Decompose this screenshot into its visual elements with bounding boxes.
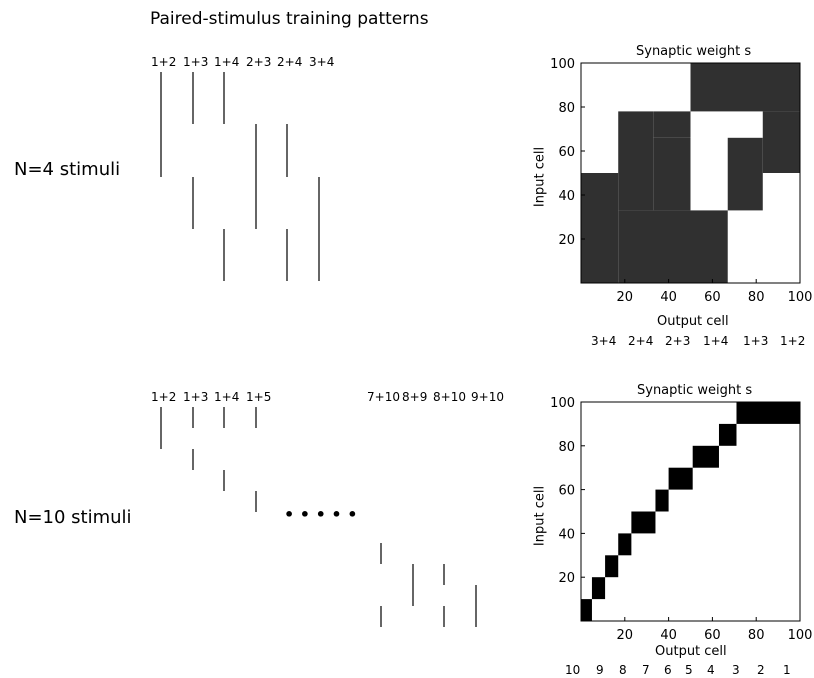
weight-block	[605, 555, 619, 578]
output-stim-label: 6	[664, 663, 672, 677]
y-tick-label: 100	[550, 396, 575, 411]
weight-block	[631, 511, 656, 534]
top-pair-label: 1+3	[183, 55, 209, 69]
output-stim-label: 4	[707, 663, 715, 677]
output-stim-label: 9	[596, 663, 604, 677]
weight-block	[653, 111, 691, 138]
weight-block	[690, 63, 800, 112]
x-tick-label: 80	[748, 628, 765, 643]
y-tick-label: 60	[558, 484, 575, 499]
y-tick-label: 40	[558, 527, 575, 542]
bottom-pair-label: 7+10	[367, 390, 400, 404]
ellipsis-dots: • • • • •	[284, 505, 358, 524]
output-pair-label: 1+2	[780, 334, 806, 348]
bottom-pair-label: 9+10	[471, 390, 504, 404]
y-tick-label: 20	[558, 571, 575, 586]
output-stim-label: 7	[642, 663, 650, 677]
weight-block	[690, 210, 728, 283]
output-stim-label: 1	[783, 663, 791, 677]
weight-block	[718, 423, 737, 446]
x-tick-label: 40	[660, 290, 677, 305]
heatmap-background	[581, 402, 800, 621]
bottom-pair-label: 8+9	[402, 390, 428, 404]
output-stim-label: 5	[685, 663, 693, 677]
weight-block	[736, 402, 800, 424]
y-tick-label: 80	[558, 440, 575, 455]
x-tick-label: 100	[788, 290, 813, 305]
output-pair-label: 1+4	[703, 334, 729, 348]
weight-block	[618, 210, 691, 283]
bottom-pair-label: 1+4	[214, 390, 240, 404]
top-xlabel: Output cell	[657, 314, 729, 329]
top-pair-label: 2+4	[277, 55, 303, 69]
y-tick-label: 80	[558, 101, 575, 116]
weight-block	[618, 111, 654, 211]
weight-block	[581, 599, 592, 621]
weight-block	[668, 467, 693, 490]
weight-block	[581, 173, 619, 283]
x-tick-label: 20	[617, 290, 634, 305]
y-tick-label: 40	[558, 189, 575, 204]
top-condition-label: N=4 stimuli	[14, 159, 121, 180]
bottom-pattern-lines	[160, 407, 477, 627]
top-matrix-title: Synaptic weight s	[636, 44, 752, 59]
bottom-pair-label: 1+3	[183, 390, 209, 404]
x-tick-label: 40	[660, 628, 677, 643]
weight-block	[591, 577, 606, 600]
figure-title: Paired-stimulus training patterns	[150, 9, 429, 29]
output-stim-label: 8	[619, 663, 627, 677]
output-pair-label: 2+4	[628, 334, 654, 348]
output-stim-label: 2	[757, 663, 765, 677]
output-pair-label: 2+3	[665, 334, 691, 348]
heatmap-frame	[580, 62, 801, 284]
weight-block	[655, 489, 669, 512]
top-pair-label: 2+3	[246, 55, 272, 69]
output-pair-label: 3+4	[591, 334, 617, 348]
bottom-condition-label: N=10 stimuli	[14, 507, 132, 528]
bottom-pair-label: 1+2	[151, 390, 177, 404]
x-tick-label: 20	[617, 628, 634, 643]
weight-block	[727, 137, 763, 211]
y-tick-label: 60	[558, 145, 575, 160]
weight-block	[762, 111, 800, 173]
top-pair-label: 3+4	[309, 55, 335, 69]
top-pair-label: 1+2	[151, 55, 177, 69]
y-tick-label: 100	[550, 57, 575, 72]
weight-block	[618, 533, 632, 556]
weight-block	[692, 445, 719, 468]
top-pattern-lines	[160, 72, 320, 281]
weight-block	[653, 137, 691, 211]
output-stim-label: 3	[732, 663, 740, 677]
output-pair-label: 1+3	[743, 334, 769, 348]
x-tick-label: 60	[704, 290, 721, 305]
y-tick-label: 20	[558, 233, 575, 248]
x-tick-label: 100	[788, 628, 813, 643]
bottom-ylabel: Input cell	[532, 485, 548, 547]
output-stim-label: 10	[565, 663, 581, 677]
x-tick-label: 60	[704, 628, 721, 643]
top-pair-label: 1+4	[214, 55, 240, 69]
bottom-pair-label: 8+10	[433, 390, 466, 404]
bottom-matrix-title: Synaptic weight s	[637, 383, 753, 398]
bottom-pair-label: 1+5	[246, 390, 272, 404]
heatmap-frame	[580, 401, 801, 622]
x-tick-label: 80	[748, 290, 765, 305]
bottom-xlabel: Output cell	[655, 644, 727, 659]
